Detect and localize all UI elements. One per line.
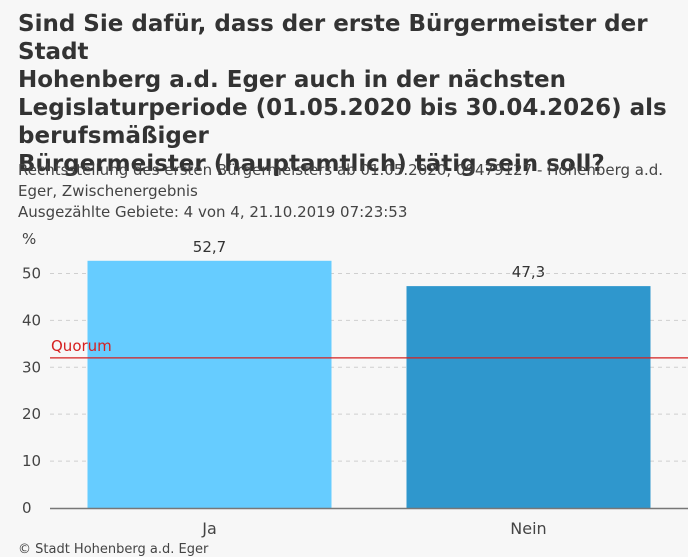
bar-nein — [406, 286, 651, 508]
y-axis-unit: % — [22, 230, 37, 248]
y-tick-label: 50 — [22, 264, 41, 282]
y-tick-label: 10 — [22, 452, 41, 470]
y-tick-label: 0 — [22, 499, 32, 517]
chart-title: Sind Sie dafür, dass der erste Bürgermei… — [18, 11, 667, 177]
y-tick-label: 40 — [22, 311, 41, 329]
bar-value-label: 47,3 — [512, 263, 545, 281]
chart-subtitle: Rechtsstellung des ersten Bürgermeisters… — [18, 161, 664, 200]
bar-value-label: 52,7 — [193, 238, 226, 256]
bar-ja — [87, 260, 332, 508]
y-tick-label: 20 — [22, 405, 41, 423]
x-tick-label: Ja — [201, 519, 217, 538]
counted-areas-status: Ausgezählte Gebiete: 4 von 4, 21.10.2019… — [18, 203, 408, 221]
y-tick-label: 30 — [22, 358, 41, 376]
source-credit: © Stadt Hohenberg a.d. Eger — [18, 542, 209, 557]
quorum-label: Quorum — [51, 337, 112, 355]
x-tick-label: Nein — [510, 519, 546, 538]
